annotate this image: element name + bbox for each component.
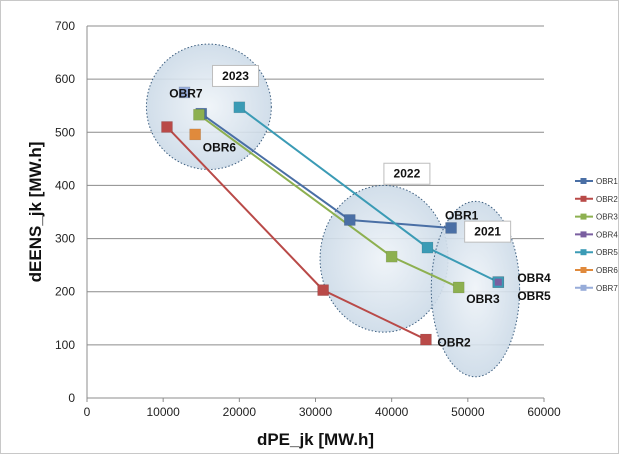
point-label-obr2: OBR2 [437,336,471,350]
year-label-box [383,162,431,185]
x-tick-label: 60000 [527,405,561,419]
marker-obr7 [178,86,191,99]
x-axis-title: dPE_jk [MW.h] [257,430,374,449]
legend-entry-obr3: OBR3 [575,213,618,222]
legend-entry-obr2: OBR2 [575,195,618,204]
year-label-box [212,64,260,87]
y-tick-label: 700 [55,19,75,33]
legend-marker [580,284,587,291]
x-tick-label: 40000 [375,405,409,419]
marker-obr3 [193,108,205,121]
legend-label: OBR3 [596,213,618,222]
marker-obr2 [317,284,329,296]
legend-marker [580,213,587,220]
legend-entry-obr5: OBR5 [575,248,618,257]
legend-label: OBR1 [596,177,618,186]
legend-label: OBR4 [596,230,618,239]
legend-label: OBR7 [596,284,618,293]
highlight-ellipse [319,184,449,333]
year-label: 2022 [394,167,421,181]
marker-obr4-inner [494,278,502,286]
y-tick-label: 500 [55,125,75,139]
y-tick-label: 0 [68,391,75,405]
legend-entry-obr1: OBR1 [575,177,618,186]
legend-marker [580,267,587,273]
legend-label: OBR5 [596,248,618,257]
marker-obr2 [420,333,432,346]
legend-marker [580,195,587,202]
legend-entry-obr7: OBR7 [575,284,618,293]
legend-label: OBR6 [596,266,618,275]
marker-obr1 [445,222,457,234]
marker-obr3 [385,250,398,263]
year-label-box [464,220,512,243]
marker-obr1 [343,214,356,226]
x-tick-label: 30000 [299,405,333,419]
legend-entry-obr6: OBR6 [575,266,618,275]
x-tick-label: 50000 [451,405,485,419]
marker-obr6 [189,128,201,141]
y-axis-title: dEENS_jk [MW.h] [26,142,45,283]
point-label-obr6: OBR6 [203,141,237,155]
legend-marker [580,231,587,238]
year-label: 2023 [222,69,249,83]
legend-entry-obr4: OBR4 [575,230,618,239]
y-tick-label: 400 [55,178,75,192]
x-tick-label: 0 [84,405,91,419]
y-tick-label: 600 [55,72,75,86]
point-label-obr5: OBR5 [517,289,551,303]
y-tick-label: 100 [55,338,75,352]
legend-marker [580,249,587,256]
point-label-obr4: OBR4 [517,271,551,285]
x-tick-label: 20000 [223,405,257,419]
point-label-obr1: OBR1 [445,209,479,223]
marker-obr2 [161,121,173,133]
marker-obr5 [233,101,246,114]
y-tick-label: 300 [55,232,75,246]
legend-marker [580,178,587,184]
point-label-obr3: OBR3 [466,292,500,306]
marker-obr5 [421,241,434,254]
highlight-ellipse [430,200,521,378]
point-label-obr7: OBR7 [169,86,203,100]
legend-label: OBR2 [596,195,618,204]
year-label: 2021 [474,225,501,239]
y-tick-label: 200 [55,285,75,299]
x-tick-label: 10000 [146,405,180,419]
marker-obr3 [452,281,465,294]
